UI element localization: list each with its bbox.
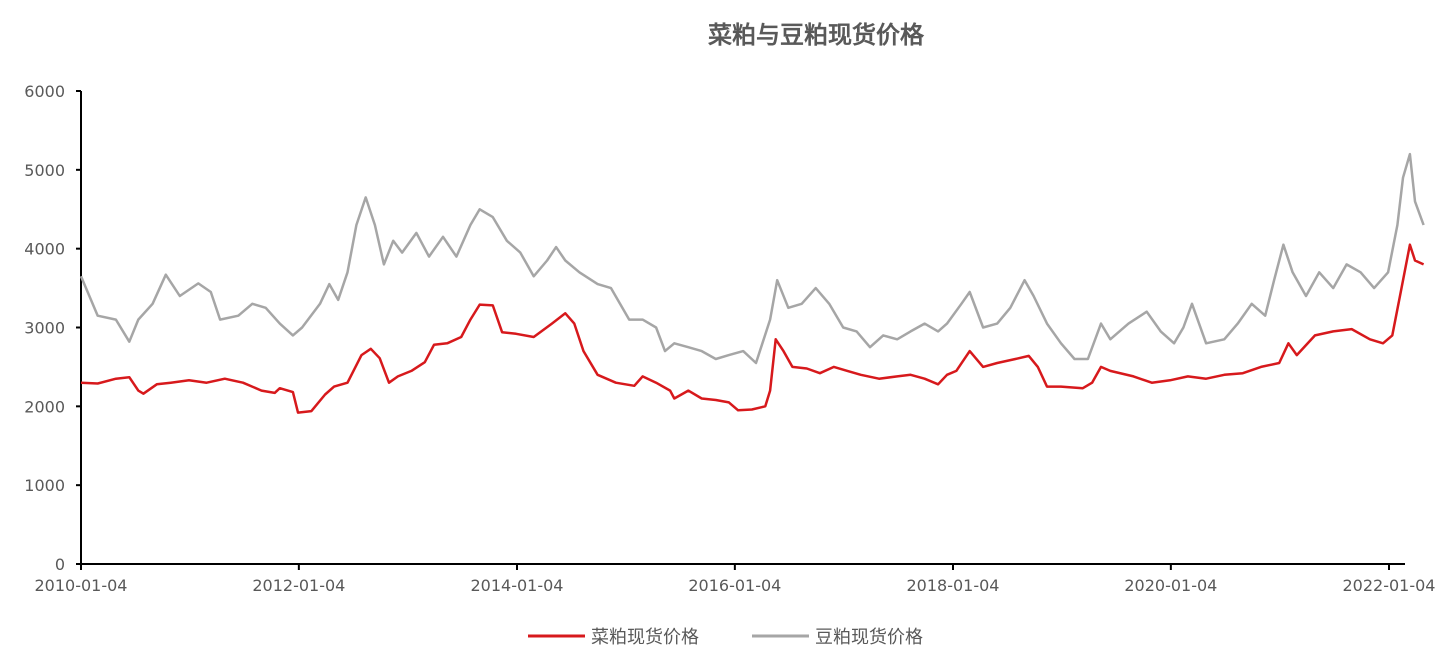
x-tick-label: 2018-01-04 xyxy=(907,576,1000,595)
x-axis: 2010-01-04 2012-01-04 2014-01-04 2016-01-04… xyxy=(35,563,1436,595)
x-tick-label: 2010-01-04 xyxy=(35,576,128,595)
x-tick-label: 2012-01-04 xyxy=(252,576,345,595)
y-tick-label: 6000 xyxy=(24,82,65,101)
y-tick-label: 1000 xyxy=(24,476,65,495)
legend: 菜粕现货价格 豆粕现货价格 xyxy=(528,627,923,648)
x-tick-label: 2022-01-04 xyxy=(1343,576,1436,595)
series-layer xyxy=(79,152,1425,414)
series-line-soybean-meal xyxy=(79,152,1425,365)
y-axis: 0 1000 2000 3000 4000 5000 6000 xyxy=(24,82,82,574)
y-tick-label: 3000 xyxy=(24,319,65,338)
y-tick-label: 4000 xyxy=(24,240,65,259)
y-tick-label: 5000 xyxy=(24,161,65,180)
chart-title: 菜粕与豆粕现货价格 xyxy=(707,21,925,49)
x-tick-label: 2020-01-04 xyxy=(1124,576,1217,595)
x-tick-label: 2016-01-04 xyxy=(688,576,781,595)
x-tick-label: 2014-01-04 xyxy=(471,576,564,595)
y-tick-label: 2000 xyxy=(24,397,65,416)
series-line-rapeseed-meal xyxy=(80,243,1425,414)
legend-label-soybean-meal: 豆粕现货价格 xyxy=(815,627,923,648)
legend-label-rapeseed-meal: 菜粕现货价格 xyxy=(591,627,699,648)
y-tick-label: 0 xyxy=(55,555,65,574)
